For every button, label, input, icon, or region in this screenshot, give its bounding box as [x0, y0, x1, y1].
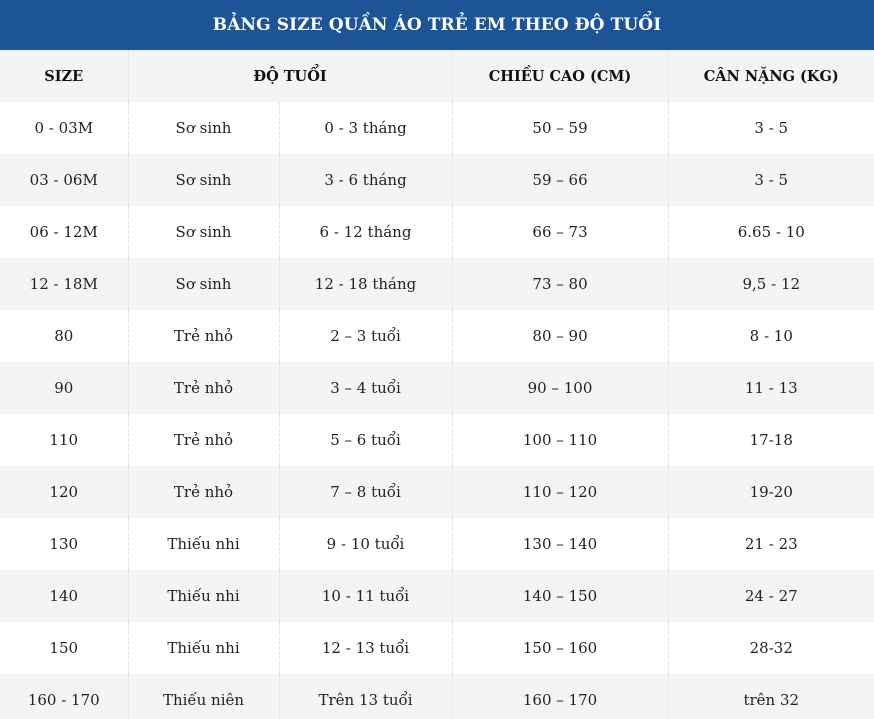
cell-size: 110 [0, 414, 128, 466]
cell-age-group: Thiếu nhi [127, 622, 279, 674]
table-row: 160 - 170 Thiếu niên Trên 13 tuổi 160 – 170… [0, 674, 874, 719]
cell-height: 100 – 110 [451, 414, 669, 466]
table-row: 06 - 12M Sơ sinh 6 - 12 tháng 66 – 73 6.65 -… [0, 206, 874, 258]
cell-age-range: 0 - 3 tháng [278, 102, 453, 154]
cell-age-range: 7 – 8 tuổi [278, 466, 453, 518]
header-size: SIZE [0, 50, 128, 102]
cell-age-range: 12 - 13 tuổi [278, 622, 453, 674]
table-row: 03 - 06M Sơ sinh 3 - 6 tháng 59 – 66 3 - 5 [0, 154, 874, 206]
cell-weight: 19-20 [667, 466, 874, 518]
cell-age-range: 2 – 3 tuổi [278, 310, 453, 362]
table-row: 110 Trẻ nhỏ 5 – 6 tuổi 100 – 110 17-18 [0, 414, 874, 466]
cell-height: 73 – 80 [451, 258, 669, 310]
cell-weight: 24 - 27 [667, 570, 874, 622]
cell-age-group: Trẻ nhỏ [127, 310, 279, 362]
cell-weight: 6.65 - 10 [667, 206, 874, 258]
cell-age-group: Trẻ nhỏ [127, 414, 279, 466]
cell-size: 06 - 12M [0, 206, 128, 258]
cell-height: 150 – 160 [451, 622, 669, 674]
cell-age-range: 6 - 12 tháng [278, 206, 453, 258]
cell-size: 12 - 18M [0, 258, 128, 310]
cell-size: 150 [0, 622, 128, 674]
header-row: SIZE ĐỘ TUỔI CHIỀU CAO (CM) CÂN NẶNG (KG… [0, 50, 874, 102]
cell-height: 130 – 140 [451, 518, 669, 570]
cell-age-range: 9 - 10 tuổi [278, 518, 453, 570]
header-height: CHIỀU CAO (CM) [451, 50, 669, 102]
cell-weight: 21 - 23 [667, 518, 874, 570]
cell-weight: 8 - 10 [667, 310, 874, 362]
cell-age-range: 12 - 18 tháng [278, 258, 453, 310]
cell-height: 66 – 73 [451, 206, 669, 258]
table-row: 150 Thiếu nhi 12 - 13 tuổi 150 – 160 28-32 [0, 622, 874, 674]
cell-age-group: Trẻ nhỏ [127, 466, 279, 518]
table-row: 12 - 18M Sơ sinh 12 - 18 tháng 73 – 80 9,5 -… [0, 258, 874, 310]
cell-age-group: Thiếu nhi [127, 570, 279, 622]
cell-age-range: 10 - 11 tuổi [278, 570, 453, 622]
cell-age-range: 3 - 6 tháng [278, 154, 453, 206]
cell-size: 03 - 06M [0, 154, 128, 206]
cell-age-group: Thiếu niên [127, 674, 279, 719]
table-title: BẢNG SIZE QUẦN ÁO TRẺ EM THEO ĐỘ TUỔI [0, 0, 874, 50]
table-row: 80 Trẻ nhỏ 2 – 3 tuổi 80 – 90 8 - 10 [0, 310, 874, 362]
cell-age-range: 5 – 6 tuổi [278, 414, 453, 466]
size-table: SIZE ĐỘ TUỔI CHIỀU CAO (CM) CÂN NẶNG (KG… [0, 50, 874, 719]
table-row: 0 - 03M Sơ sinh 0 - 3 tháng 50 – 59 3 - 5 [0, 102, 874, 154]
header-age: ĐỘ TUỔI [127, 50, 453, 102]
cell-age-group: Sơ sinh [127, 102, 279, 154]
cell-size: 80 [0, 310, 128, 362]
cell-age-group: Trẻ nhỏ [127, 362, 279, 414]
cell-height: 160 – 170 [451, 674, 669, 719]
cell-size: 90 [0, 362, 128, 414]
cell-age-range: Trên 13 tuổi [278, 674, 453, 719]
cell-size: 0 - 03M [0, 102, 128, 154]
cell-size: 130 [0, 518, 128, 570]
cell-age-group: Sơ sinh [127, 206, 279, 258]
cell-age-group: Sơ sinh [127, 258, 279, 310]
cell-size: 120 [0, 466, 128, 518]
cell-weight: 17-18 [667, 414, 874, 466]
table-row: 90 Trẻ nhỏ 3 – 4 tuổi 90 – 100 11 - 13 [0, 362, 874, 414]
cell-weight: 3 - 5 [667, 154, 874, 206]
cell-age-range: 3 – 4 tuổi [278, 362, 453, 414]
cell-weight: 11 - 13 [667, 362, 874, 414]
cell-size: 160 - 170 [0, 674, 128, 719]
cell-weight: 9,5 - 12 [667, 258, 874, 310]
cell-height: 59 – 66 [451, 154, 669, 206]
header-weight: CÂN NẶNG (KG) [667, 50, 874, 102]
cell-height: 80 – 90 [451, 310, 669, 362]
cell-height: 110 – 120 [451, 466, 669, 518]
table-row: 140 Thiếu nhi 10 - 11 tuổi 140 – 150 24 - 27 [0, 570, 874, 622]
table-row: 120 Trẻ nhỏ 7 – 8 tuổi 110 – 120 19-20 [0, 466, 874, 518]
cell-age-group: Sơ sinh [127, 154, 279, 206]
cell-weight: 28-32 [667, 622, 874, 674]
cell-size: 140 [0, 570, 128, 622]
cell-height: 140 – 150 [451, 570, 669, 622]
table-row: 130 Thiếu nhi 9 - 10 tuổi 130 – 140 21 - 23 [0, 518, 874, 570]
cell-age-group: Thiếu nhi [127, 518, 279, 570]
cell-height: 50 – 59 [451, 102, 669, 154]
cell-weight: 3 - 5 [667, 102, 874, 154]
cell-height: 90 – 100 [451, 362, 669, 414]
cell-weight: trên 32 [667, 674, 874, 719]
